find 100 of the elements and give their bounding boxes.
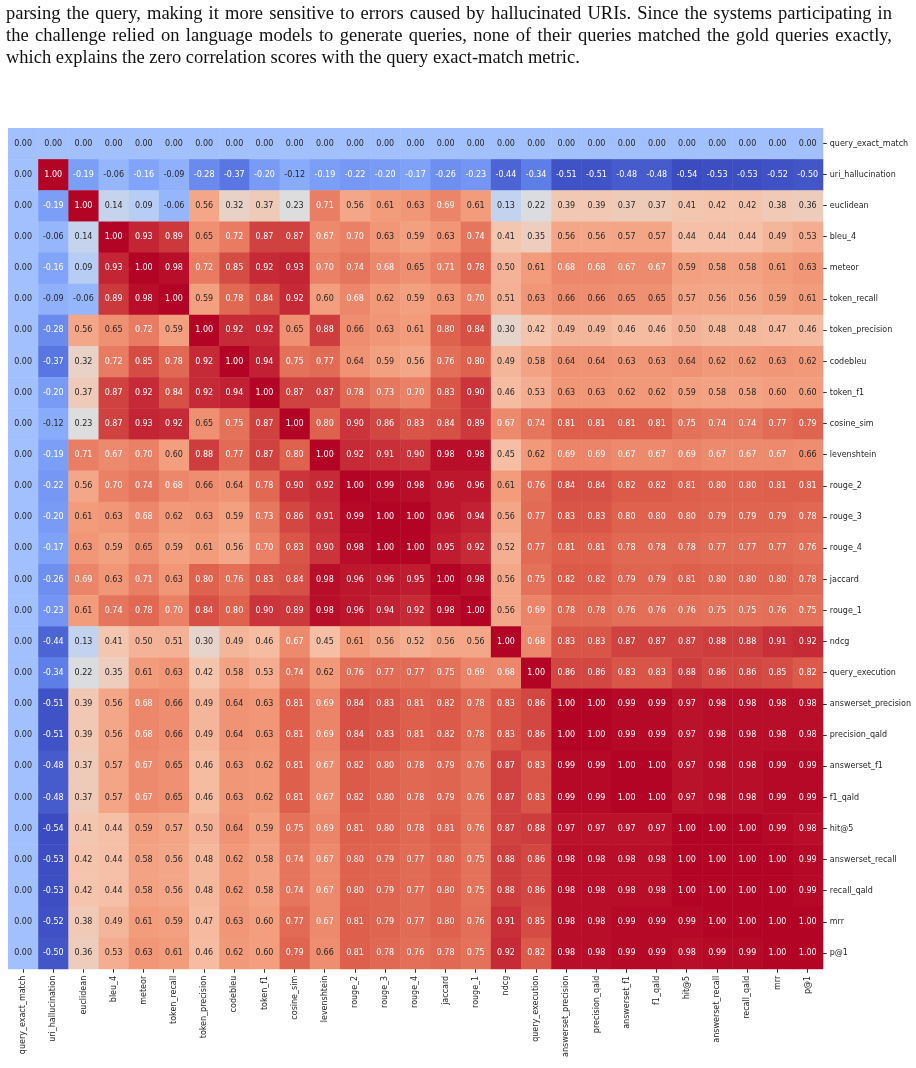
data-label: 0.82 <box>436 730 455 740</box>
data-label: 0.83 <box>557 512 576 522</box>
data-label: 0.69 <box>557 450 576 460</box>
data-label: 0.95 <box>406 574 425 584</box>
data-label: 0.80 <box>617 512 636 522</box>
data-label: 0.93 <box>104 263 123 273</box>
data-label: 0.82 <box>346 792 364 802</box>
data-label: 0.91 <box>497 917 515 927</box>
data-label: 0.95 <box>436 543 455 553</box>
data-label: 0.37 <box>74 387 93 397</box>
data-label: 0.75 <box>285 356 304 366</box>
data-label: 0.98 <box>557 886 576 896</box>
data-label: -0.20 <box>254 169 275 179</box>
data-label: 0.62 <box>315 668 334 678</box>
data-label: 0.69 <box>315 823 334 833</box>
data-label: 0.22 <box>527 200 546 210</box>
data-label: 0.59 <box>376 356 395 366</box>
data-label: 0.68 <box>557 263 576 273</box>
data-label: 0.76 <box>225 574 244 584</box>
data-label: 0.92 <box>255 263 274 273</box>
data-label: 0.78 <box>466 263 485 273</box>
data-label: 0.98 <box>587 948 606 958</box>
data-label: 0.78 <box>406 792 425 802</box>
data-label: 0.00 <box>14 730 32 740</box>
data-label: 0.94 <box>255 356 274 366</box>
data-label: 0.79 <box>436 761 455 771</box>
y-tick-label: euclidean <box>829 200 869 210</box>
data-label: 1.00 <box>798 948 817 958</box>
data-label: 0.56 <box>436 636 455 646</box>
data-label: 0.30 <box>497 325 515 335</box>
data-label: 0.90 <box>285 481 304 491</box>
data-label: 0.63 <box>104 512 123 522</box>
data-label: 0.81 <box>346 917 364 927</box>
data-label: 0.73 <box>255 512 274 522</box>
data-label: -0.50 <box>797 169 819 179</box>
data-label: 0.98 <box>738 699 757 709</box>
data-label: 1.00 <box>315 450 334 460</box>
data-label: 0.00 <box>195 138 214 148</box>
data-label: 0.61 <box>527 263 546 273</box>
data-label: 0.75 <box>738 605 757 615</box>
data-label: 0.79 <box>647 574 666 584</box>
data-label: 0.99 <box>768 823 787 833</box>
data-label: 0.63 <box>647 356 666 366</box>
data-label: 0.58 <box>738 387 757 397</box>
data-label: -0.53 <box>42 886 64 896</box>
data-label: 0.82 <box>617 481 636 491</box>
data-label: 1.00 <box>557 699 576 709</box>
data-label: 0.92 <box>285 294 304 304</box>
data-label: 0.14 <box>74 232 93 242</box>
data-label: 0.63 <box>376 232 395 242</box>
data-label: 0.22 <box>74 668 93 678</box>
data-label: 0.59 <box>225 512 244 522</box>
data-label: 0.93 <box>134 232 153 242</box>
data-label: 0.76 <box>527 481 546 491</box>
data-label: 0.65 <box>165 761 183 771</box>
data-label: 0.80 <box>376 792 395 802</box>
data-label: 0.78 <box>255 481 274 491</box>
data-label: 0.98 <box>708 792 727 802</box>
data-label: 0.76 <box>436 356 455 366</box>
y-tick-label: answerset_precision <box>829 699 912 709</box>
data-label: 0.32 <box>74 356 93 366</box>
data-label: 0.41 <box>497 232 515 242</box>
x-tick-label: rouge_1 <box>470 975 480 1008</box>
data-label: 0.75 <box>436 668 455 678</box>
data-label: 1.00 <box>255 387 274 397</box>
data-label: -0.20 <box>42 512 64 522</box>
y-tick-label: levenshtein <box>829 450 877 460</box>
data-label: 0.57 <box>617 232 636 242</box>
data-label: 0.67 <box>315 886 334 896</box>
data-label: 0.97 <box>647 823 666 833</box>
data-label: 0.76 <box>678 605 696 615</box>
data-label: 0.98 <box>466 450 485 460</box>
data-label: 0.73 <box>376 387 395 397</box>
data-label: 0.53 <box>527 387 546 397</box>
data-label: 0.98 <box>708 730 727 740</box>
data-label: 0.00 <box>346 138 364 148</box>
data-label: -0.12 <box>284 169 306 179</box>
data-label: 0.00 <box>315 138 334 148</box>
data-label: 0.87 <box>497 792 515 802</box>
data-label: 0.97 <box>557 823 576 833</box>
data-label: 0.90 <box>406 450 425 460</box>
data-label: 0.81 <box>798 481 817 491</box>
data-label: 0.00 <box>436 138 455 148</box>
data-label: 1.00 <box>678 886 696 896</box>
data-label: 0.61 <box>346 636 364 646</box>
data-label: 0.84 <box>587 481 606 491</box>
y-tick-label: query_execution <box>829 668 896 678</box>
data-label: 0.75 <box>466 948 485 958</box>
data-label: 0.52 <box>406 636 425 646</box>
data-label: 1.00 <box>195 325 214 335</box>
data-label: 0.98 <box>647 854 666 864</box>
data-label: 0.72 <box>195 263 214 273</box>
data-label: 0.88 <box>678 668 696 678</box>
data-label: 0.00 <box>104 138 123 148</box>
data-label: 0.49 <box>225 636 244 646</box>
y-tick-label: codebleu <box>829 356 867 366</box>
data-label: 0.99 <box>647 917 666 927</box>
y-tick-label: rouge_3 <box>829 512 862 522</box>
data-label: 0.81 <box>587 543 606 553</box>
data-label: 0.00 <box>14 325 32 335</box>
